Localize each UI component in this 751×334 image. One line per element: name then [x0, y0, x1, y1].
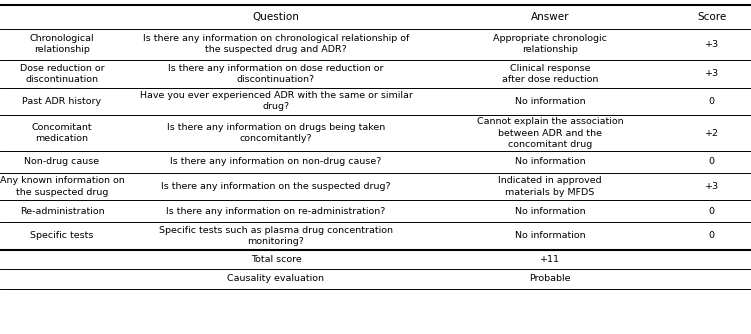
Text: Dose reduction or
discontinuation: Dose reduction or discontinuation	[20, 63, 104, 84]
Text: Concomitant
medication: Concomitant medication	[32, 123, 92, 143]
Text: Question: Question	[252, 12, 300, 22]
Text: Any known information on
the suspected drug: Any known information on the suspected d…	[0, 176, 125, 197]
Text: Past ADR history: Past ADR history	[23, 97, 101, 106]
Text: Is there any information on dose reduction or
discontinuation?: Is there any information on dose reducti…	[168, 63, 384, 84]
Text: Score: Score	[697, 12, 726, 22]
Text: Specific tests: Specific tests	[30, 231, 94, 240]
Text: Indicated in approved
materials by MFDS: Indicated in approved materials by MFDS	[499, 176, 602, 197]
Text: Non-drug cause: Non-drug cause	[24, 157, 100, 166]
Text: +2: +2	[704, 129, 719, 138]
Text: No information: No information	[514, 231, 586, 240]
Text: 0: 0	[709, 207, 714, 216]
Text: Is there any information on drugs being taken
concomitantly?: Is there any information on drugs being …	[167, 123, 385, 143]
Text: +3: +3	[704, 40, 719, 49]
Text: Specific tests such as plasma drug concentration
monitoring?: Specific tests such as plasma drug conce…	[159, 226, 393, 246]
Text: No information: No information	[514, 157, 586, 166]
Text: Appropriate chronologic
relationship: Appropriate chronologic relationship	[493, 34, 607, 54]
Text: Re-administration: Re-administration	[20, 207, 104, 216]
Text: Answer: Answer	[531, 12, 569, 22]
Text: 0: 0	[709, 157, 714, 166]
Text: Is there any information on the suspected drug?: Is there any information on the suspecte…	[161, 182, 391, 191]
Text: No information: No information	[514, 97, 586, 106]
Text: Is there any information on re-administration?: Is there any information on re-administr…	[166, 207, 386, 216]
Text: Causality evaluation: Causality evaluation	[228, 275, 324, 283]
Text: +11: +11	[540, 255, 560, 264]
Text: +3: +3	[704, 182, 719, 191]
Text: Cannot explain the association
between ADR and the
concomitant drug: Cannot explain the association between A…	[477, 118, 623, 149]
Text: No information: No information	[514, 207, 586, 216]
Text: 0: 0	[709, 97, 714, 106]
Text: Clinical response
after dose reduction: Clinical response after dose reduction	[502, 63, 599, 84]
Text: Probable: Probable	[529, 275, 571, 283]
Text: Total score: Total score	[251, 255, 301, 264]
Text: Is there any information on non-drug cause?: Is there any information on non-drug cau…	[170, 157, 382, 166]
Text: +3: +3	[704, 69, 719, 78]
Text: 0: 0	[709, 231, 714, 240]
Text: Is there any information on chronological relationship of
the suspected drug and: Is there any information on chronologica…	[143, 34, 409, 54]
Text: Chronological
relationship: Chronological relationship	[29, 34, 95, 54]
Text: Have you ever experienced ADR with the same or similar
drug?: Have you ever experienced ADR with the s…	[140, 91, 412, 112]
